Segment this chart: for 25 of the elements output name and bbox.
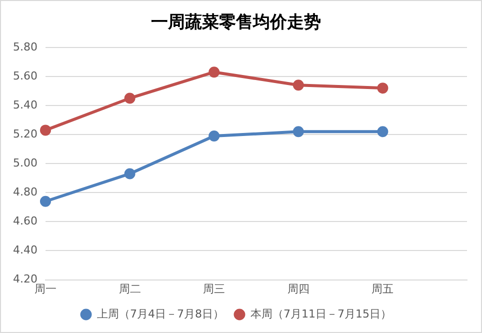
point: [124, 92, 136, 104]
y-tick-label: 5.00: [12, 156, 38, 170]
x-tick-label: 周三: [203, 282, 226, 296]
point: [292, 80, 304, 91]
y-tick-label: 4.80: [12, 186, 38, 199]
point: [377, 126, 388, 138]
y-tick-label: 4.40: [12, 244, 38, 257]
legend-label: 本周（7月11日－7月15日）: [250, 307, 392, 320]
y-tick-label: 5.20: [12, 127, 38, 140]
point: [40, 124, 51, 136]
y-tick-label: 4.60: [12, 214, 38, 228]
point: [40, 196, 51, 207]
x-tick-label: 周二: [118, 282, 141, 296]
point: [208, 66, 220, 78]
x-tick-label: 周五: [372, 282, 394, 296]
point: [377, 82, 388, 94]
y-tick-label: 5.40: [12, 98, 38, 112]
legend-label: 上周（7月4日－7月8日）: [97, 307, 224, 320]
x-tick-label: 周四: [287, 282, 310, 296]
point: [208, 130, 220, 142]
y-tick-label: 5.80: [12, 40, 38, 54]
point: [124, 168, 136, 180]
point: [292, 126, 304, 138]
chart-title: 一周蔬菜零售均价走势: [151, 12, 321, 33]
y-tick-label: 5.60: [12, 69, 38, 82]
